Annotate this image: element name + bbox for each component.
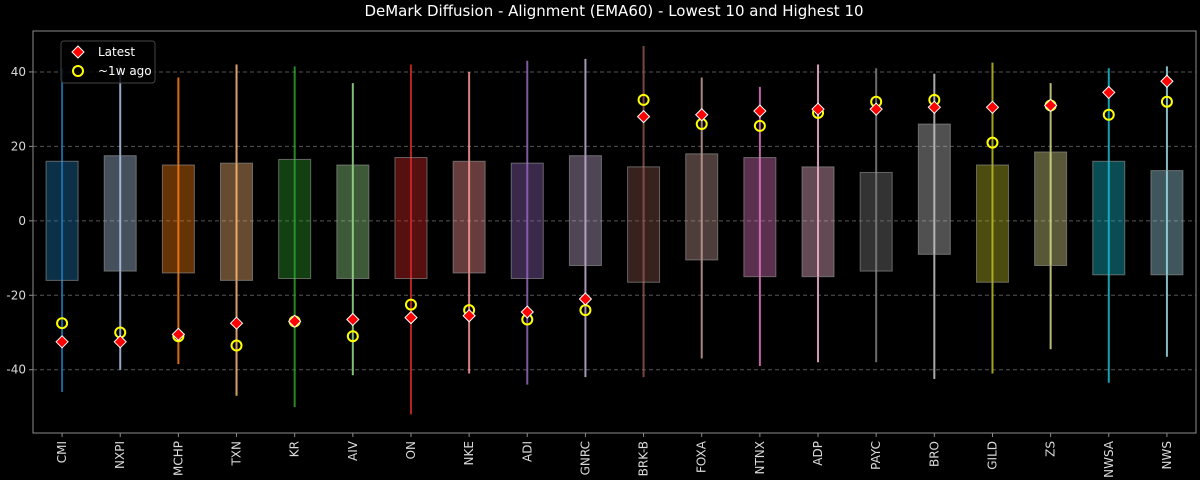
legend-latest-label: Latest	[98, 45, 135, 59]
x-tick-label: BRO	[927, 441, 941, 467]
latest-point	[462, 309, 476, 323]
x-tick-label: FOXA	[695, 440, 709, 473]
y-tick-label: 40	[11, 65, 26, 79]
range-box	[743, 157, 777, 278]
range-box	[278, 158, 312, 280]
range-box	[975, 164, 1009, 283]
range-box	[452, 160, 486, 274]
range-box	[510, 162, 544, 280]
legend: Latest ~1w ago	[60, 40, 156, 84]
x-tick-label: ADI	[520, 441, 534, 462]
plot-data	[45, 45, 1184, 415]
range-box	[568, 155, 602, 266]
range-box	[685, 153, 719, 261]
latest-point	[985, 100, 1000, 115]
week-ago-point	[230, 339, 243, 352]
x-tick-label: KR	[288, 441, 302, 457]
x-tick-label: MCHP	[171, 441, 185, 476]
x-tick-label: ZS	[1044, 441, 1058, 457]
latest-point	[171, 327, 186, 342]
legend-box	[60, 40, 156, 84]
latest-point	[636, 109, 651, 124]
x-tick-label: NWSA	[1102, 440, 1116, 478]
x-tick-label: TXN	[230, 441, 244, 467]
latest-point	[578, 292, 593, 306]
x-tick-label: AIV	[346, 440, 360, 461]
latest-point	[1160, 74, 1174, 88]
latest-point	[229, 316, 244, 330]
week-ago-point	[986, 136, 999, 149]
latest-point	[927, 100, 942, 115]
plot-frame	[32, 30, 1197, 434]
legend-week-ago-label: ~1w ago	[98, 64, 152, 78]
week-ago-point	[1102, 108, 1115, 121]
range-box	[161, 164, 195, 274]
latest-point	[869, 102, 883, 116]
y-axis: -40 -20 0 20 40	[6, 65, 33, 377]
latest-point	[346, 312, 360, 327]
x-tick-label: NTNX	[753, 441, 767, 475]
week-ago-point	[1160, 95, 1173, 108]
x-tick-label: ADP	[811, 441, 825, 466]
y-tick-label: 0	[18, 214, 26, 228]
x-tick-label: ON	[404, 441, 418, 459]
y-tick-label: 20	[11, 139, 26, 153]
latest-point	[113, 335, 127, 349]
legend-week-ago-marker	[72, 65, 84, 77]
range-box	[394, 157, 428, 280]
week-ago-point	[637, 93, 650, 106]
x-tick-label: NXPI	[113, 441, 127, 469]
x-axis: CMI NXPI MCHP TXN KR AIV ON NKE ADI GNRC BRK-B FOXA…	[55, 433, 1174, 478]
latest-point	[404, 310, 418, 325]
latest-point	[1102, 85, 1116, 100]
week-ago-point	[753, 119, 766, 132]
range-box	[1034, 151, 1068, 267]
latest-point	[811, 102, 825, 116]
range-box	[45, 160, 79, 281]
latest-point	[1043, 98, 1058, 113]
range-box	[336, 164, 370, 280]
week-ago-point	[56, 317, 69, 330]
range-box	[917, 123, 951, 255]
legend-latest-marker	[71, 45, 85, 59]
x-tick-label: GILD	[985, 441, 999, 470]
x-tick-label: NWS	[1160, 441, 1174, 469]
y-tick-label: -20	[6, 288, 26, 302]
latest-point	[287, 314, 302, 329]
range-box	[1092, 160, 1126, 276]
week-ago-point	[404, 298, 417, 311]
latest-point	[55, 335, 69, 349]
range-box	[859, 171, 893, 272]
range-box	[1150, 170, 1184, 276]
latest-point	[695, 108, 709, 122]
x-tick-label: CMI	[55, 441, 69, 463]
chart-title: DeMark Diffusion - Alignment (EMA60) - L…	[364, 2, 863, 20]
x-tick-label: PAYC	[869, 441, 883, 470]
range-box	[220, 162, 254, 281]
x-tick-label: NKE	[462, 441, 476, 465]
week-ago-point	[346, 330, 359, 343]
y-tick-label: -40	[6, 363, 26, 377]
x-tick-label: GNRC	[578, 441, 592, 475]
range-box	[103, 155, 137, 272]
range-box	[801, 166, 835, 278]
x-tick-label: BRK-B	[637, 441, 651, 476]
latest-point	[753, 104, 767, 118]
grid-layer	[33, 71, 1196, 371]
range-box	[627, 166, 661, 283]
latest-point	[520, 305, 534, 319]
